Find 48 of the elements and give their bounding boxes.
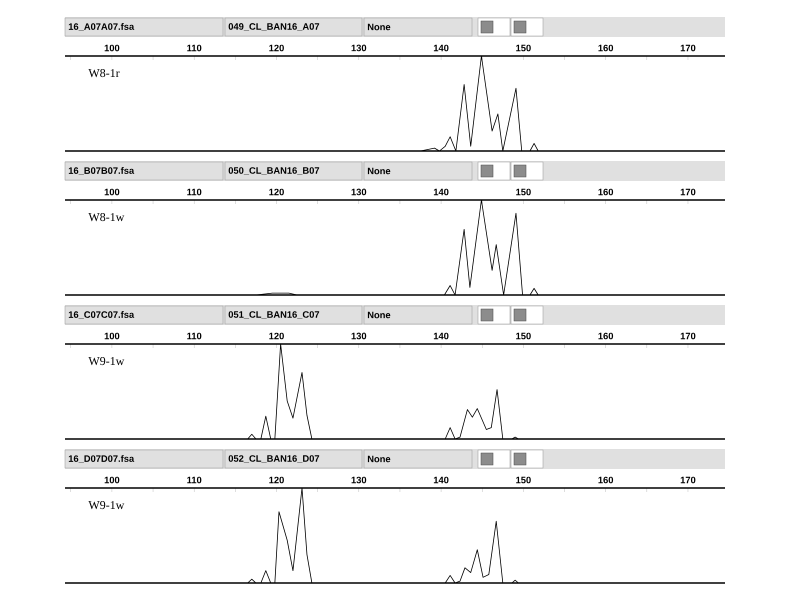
text: W8-1r <box>88 69 120 78</box>
x-tick-label: 150 <box>516 188 531 196</box>
text: None <box>368 312 390 318</box>
text: W9-1w <box>88 501 124 510</box>
text: None <box>368 168 390 174</box>
x-tick-label: 130 <box>352 44 366 52</box>
text: 051_CL_BAN16_C07 <box>228 311 320 319</box>
text: 049_CL_BAN16_A07 <box>228 23 320 31</box>
x-tick-label: 140 <box>434 476 448 484</box>
x-tick-label: 140 <box>434 188 448 196</box>
text: 16_C07C07.fsa <box>68 311 134 319</box>
x-tick-label: 170 <box>680 332 696 340</box>
text: 050_CL_BAN16_B07 <box>228 167 320 175</box>
x-tick-label: 120 <box>269 332 284 340</box>
x-tick-label: 130 <box>352 188 366 196</box>
x-tick-label: 170 <box>680 188 696 196</box>
x-tick-label: 150 <box>516 332 531 340</box>
x-tick-label: 160 <box>598 44 614 52</box>
x-tick-label: 110 <box>187 188 202 196</box>
x-tick-label: 110 <box>187 476 202 484</box>
x-tick-label: 110 <box>187 332 202 340</box>
x-tick-label: 140 <box>434 44 448 52</box>
x-tick-label: 160 <box>598 332 614 340</box>
x-tick-label: 120 <box>269 44 284 52</box>
x-tick-label: 130 <box>352 332 366 340</box>
x-tick-label: 160 <box>598 188 614 196</box>
x-tick-label: 120 <box>269 476 284 484</box>
x-tick-label: 100 <box>104 476 120 484</box>
text: None <box>368 24 390 30</box>
x-tick-label: 170 <box>680 476 696 484</box>
text: None <box>368 456 390 462</box>
x-tick-label: 170 <box>680 44 696 52</box>
text: W9-1w <box>88 357 124 366</box>
x-tick-label: 100 <box>104 188 120 196</box>
x-tick-label: 110 <box>187 44 202 52</box>
text: 052_CL_BAN16_D07 <box>228 455 320 463</box>
text: W8-1w <box>88 213 124 222</box>
x-tick-label: 150 <box>516 44 531 52</box>
text: 16_A07A07.fsa <box>68 23 134 31</box>
text: 16_D07D07.fsa <box>68 455 134 463</box>
x-tick-label: 100 <box>104 44 120 52</box>
x-tick-label: 120 <box>269 188 284 196</box>
x-tick-label: 150 <box>516 476 531 484</box>
x-tick-label: 160 <box>598 476 614 484</box>
text: 16_B07B07.fsa <box>68 167 134 175</box>
x-tick-label: 140 <box>434 332 448 340</box>
x-tick-label: 130 <box>352 476 366 484</box>
x-tick-label: 100 <box>104 332 120 340</box>
